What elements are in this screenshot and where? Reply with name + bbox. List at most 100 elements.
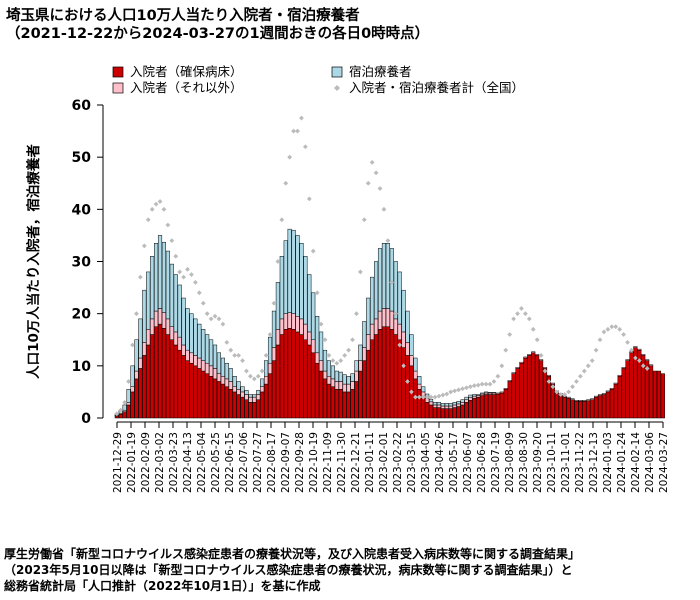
national-point xyxy=(373,170,379,176)
bar-severe xyxy=(161,328,167,419)
bar-hotel xyxy=(358,344,363,361)
national-point xyxy=(605,326,611,332)
national-point xyxy=(420,394,426,400)
national-point xyxy=(381,206,387,212)
bar-other xyxy=(633,346,638,348)
bar-other xyxy=(377,310,383,330)
national-points-group xyxy=(114,115,650,417)
bar-hotel xyxy=(362,321,367,348)
bar-other xyxy=(193,355,198,367)
x-tick-label: 2023-12-13 xyxy=(588,432,600,493)
bar-severe xyxy=(523,357,528,419)
national-point xyxy=(644,366,650,371)
bar-hotel xyxy=(401,289,406,333)
bar-other xyxy=(142,342,147,356)
bar-other xyxy=(594,395,599,398)
national-point xyxy=(369,159,375,165)
bar-other xyxy=(256,394,261,400)
bar-other xyxy=(413,370,418,380)
national-point xyxy=(134,311,139,317)
bar-severe xyxy=(197,368,202,419)
national-point xyxy=(365,180,371,186)
legend-swatch-other xyxy=(112,82,124,94)
bar-other xyxy=(342,383,347,393)
bar-hotel xyxy=(181,297,186,346)
national-point xyxy=(287,154,293,160)
bar-severe xyxy=(236,394,241,419)
bar-other xyxy=(574,400,579,402)
bar-hotel xyxy=(480,392,485,395)
national-point xyxy=(436,393,442,399)
y-tick-label: 0 xyxy=(81,411,91,427)
bar-other xyxy=(507,380,512,382)
bar-severe xyxy=(362,360,367,419)
bar-severe xyxy=(562,396,567,419)
national-point xyxy=(346,347,351,353)
bar-severe xyxy=(460,404,465,419)
bar-hotel xyxy=(370,276,375,325)
bar-severe xyxy=(499,392,504,419)
national-point xyxy=(251,376,257,382)
bar-severe xyxy=(358,370,363,419)
bar-hotel xyxy=(146,271,151,330)
national-point xyxy=(338,358,344,364)
bar-other xyxy=(464,399,469,403)
bar-severe xyxy=(334,389,339,419)
bar-hotel xyxy=(283,240,288,314)
bar-severe xyxy=(322,378,328,419)
national-point xyxy=(232,353,238,358)
national-point xyxy=(361,217,367,223)
bar-other xyxy=(216,373,222,382)
national-point xyxy=(299,115,304,121)
national-point xyxy=(157,199,163,204)
national-point xyxy=(452,388,458,394)
bar-hotel xyxy=(212,344,218,369)
x-tick-label: 2024-01-24 xyxy=(616,432,628,493)
bar-severe xyxy=(511,373,516,419)
bar-severe xyxy=(586,400,591,419)
bar-severe xyxy=(554,391,559,419)
bar-other xyxy=(189,352,194,364)
bar-hotel xyxy=(150,256,155,320)
national-point xyxy=(342,353,348,358)
bar-other xyxy=(271,347,277,361)
bar-hotel xyxy=(413,357,418,372)
bar-other xyxy=(177,336,182,351)
x-tick-label: 2022-11-30 xyxy=(336,432,348,493)
bar-other xyxy=(362,347,367,361)
bar-hotel xyxy=(142,289,147,343)
bar-hotel xyxy=(436,402,442,406)
national-point xyxy=(475,382,481,388)
bar-severe xyxy=(444,408,449,419)
bar-other xyxy=(267,362,273,374)
bar-other xyxy=(597,394,603,396)
bar-severe xyxy=(405,355,410,419)
x-tick-label: 2024-03-27 xyxy=(658,432,670,493)
bar-severe xyxy=(267,373,273,419)
bar-hotel xyxy=(216,352,222,374)
bar-severe xyxy=(464,402,469,419)
national-point xyxy=(456,387,461,393)
bar-hotel xyxy=(476,394,481,396)
bar-severe xyxy=(201,370,206,419)
bar-hotel xyxy=(244,390,249,395)
bar-other xyxy=(315,352,320,364)
bar-hotel xyxy=(338,371,343,382)
national-point xyxy=(530,326,536,332)
bar-other xyxy=(625,359,630,361)
bar-severe xyxy=(601,394,607,419)
y-tick-label: 50 xyxy=(72,150,92,166)
bar-hotel xyxy=(220,357,225,377)
bar-severe xyxy=(232,391,237,419)
bar-other xyxy=(150,318,155,335)
national-point xyxy=(318,321,324,327)
legend-label-national: 入院者・宿泊療養者計（全国） xyxy=(349,80,524,95)
bar-hotel xyxy=(240,386,245,393)
national-point xyxy=(444,391,450,397)
national-point xyxy=(255,373,261,379)
x-tick-label: 2022-12-21 xyxy=(350,432,362,493)
bar-severe xyxy=(315,362,320,419)
national-point xyxy=(228,347,234,353)
national-point xyxy=(464,385,469,391)
